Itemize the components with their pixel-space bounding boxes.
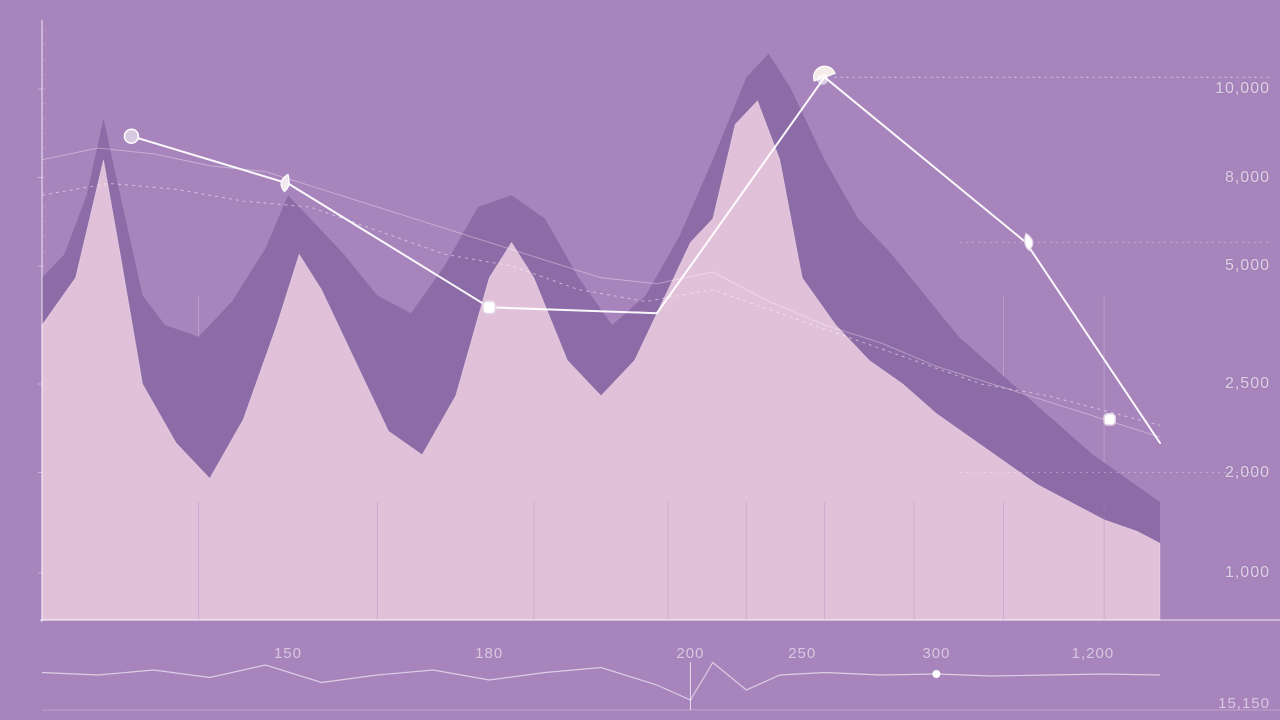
y-axis-label: 5,000 [1225,257,1270,275]
x-axis-label: 200 [676,645,704,662]
chart-container: 10,000 8,000 5,000 2,500 2,000 1,000 150 180 200… [0,0,1280,720]
chart-svg [0,0,1280,720]
y-axis-label: 10,000 [1215,80,1270,98]
footer-value: 15,150 [1218,695,1270,712]
x-axis-label: 1,200 [1072,645,1115,662]
y-axis-label: 2,500 [1225,375,1270,393]
x-axis-label: 300 [922,645,950,662]
x-axis-label: 180 [475,645,503,662]
x-axis-label: 150 [274,645,302,662]
y-axis-label: 8,000 [1225,169,1270,187]
y-axis-label: 2,000 [1225,464,1270,482]
x-axis-label: 250 [788,645,816,662]
y-axis-label: 1,000 [1225,564,1270,582]
